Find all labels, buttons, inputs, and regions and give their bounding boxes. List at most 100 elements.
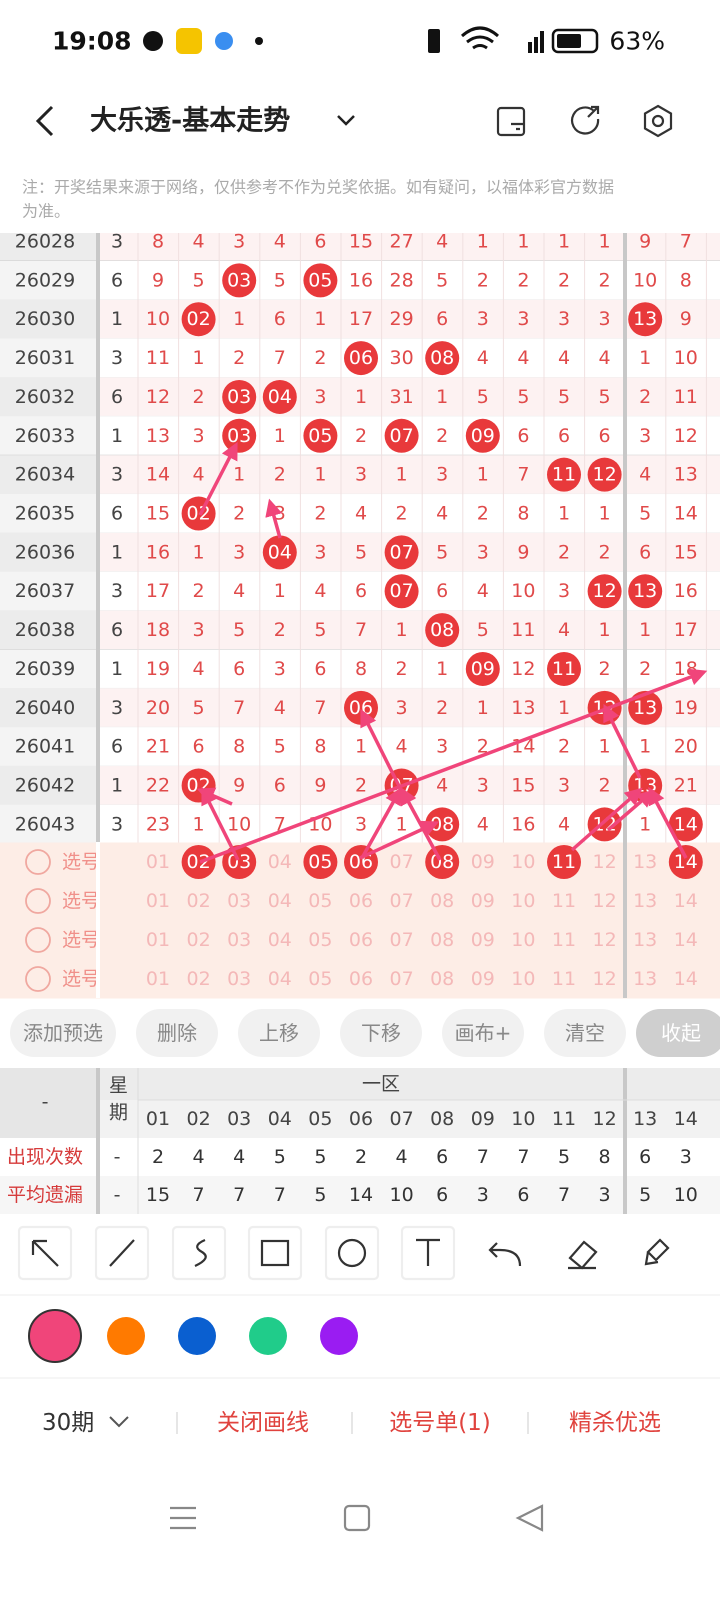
stats-value: 10 xyxy=(674,1184,698,1206)
button[interactable] xyxy=(442,1009,524,1057)
ball xyxy=(587,457,622,492)
stats-value: 6 xyxy=(436,1146,448,1168)
button[interactable] xyxy=(238,1009,320,1057)
stats-column: 12 xyxy=(593,1108,617,1130)
button[interactable] xyxy=(636,1009,720,1057)
select-radio[interactable] xyxy=(25,888,51,914)
ball xyxy=(547,651,581,686)
stats-label: 出现次数 xyxy=(7,1146,83,1168)
ball xyxy=(303,845,338,879)
miss-count: 5 xyxy=(314,619,326,641)
ball-number: 13 xyxy=(633,580,657,602)
miss-count: 6 xyxy=(274,775,286,797)
miss-count: 3 xyxy=(314,386,326,408)
period-dropdown[interactable] xyxy=(109,1416,129,1428)
button-label: 清空 xyxy=(565,1021,605,1045)
miss-count: 12 xyxy=(511,658,535,680)
button-label: 收起 xyxy=(661,1021,701,1045)
issue: 26036 xyxy=(15,541,75,563)
miss-count: 4 xyxy=(274,231,286,253)
select-radio[interactable] xyxy=(25,849,51,875)
row-bg xyxy=(0,455,97,495)
ball xyxy=(547,457,581,492)
miss-count: 4 xyxy=(599,347,611,369)
miss-count: 3 xyxy=(558,308,570,330)
row-bg xyxy=(0,727,97,767)
button[interactable] xyxy=(10,1009,116,1057)
stats-value: 5 xyxy=(314,1184,326,1206)
nav-bar[interactable] xyxy=(170,1504,544,1532)
miss-count: 5 xyxy=(274,736,286,758)
miss-count: 5 xyxy=(193,269,205,291)
notice-line: 为准。 xyxy=(22,202,70,221)
stats-column: 05 xyxy=(308,1108,332,1130)
select-radio[interactable] xyxy=(25,927,51,953)
stats-weekday: - xyxy=(114,1184,121,1206)
bottom-action[interactable]: 选号单(1) xyxy=(389,1410,491,1436)
miss-count: 1 xyxy=(599,231,611,253)
miss-count: 5 xyxy=(355,541,367,563)
stats-zone: 一区 xyxy=(362,1073,400,1095)
button[interactable] xyxy=(544,1009,626,1057)
option-number: 06 xyxy=(349,968,373,990)
bottom-action[interactable]: 精杀优选 xyxy=(569,1410,661,1436)
col-separator xyxy=(623,1068,627,1214)
drawing-tools[interactable] xyxy=(17,1225,670,1281)
back-button[interactable] xyxy=(35,105,54,137)
issue: 26037 xyxy=(15,580,75,602)
miss-count: 17 xyxy=(349,308,373,330)
action-buttons: 添加预选 删除 上移 下移 画布+ 清空 收起 xyxy=(10,1009,720,1057)
miss-count: 14 xyxy=(146,464,170,486)
ball-number: 05 xyxy=(308,425,332,447)
button[interactable] xyxy=(340,1009,422,1057)
miss-count: 13 xyxy=(511,697,535,719)
selection-label: 选号 xyxy=(62,851,100,873)
issue: 26028 xyxy=(15,231,75,253)
stats-value: 10 xyxy=(390,1184,414,1206)
miss-count: 17 xyxy=(146,580,170,602)
ball xyxy=(668,807,703,842)
ball xyxy=(222,379,257,414)
stats-column: 07 xyxy=(390,1108,414,1130)
title-dropdown[interactable] xyxy=(337,115,355,126)
option-number: 03 xyxy=(227,968,251,990)
option-number: 10 xyxy=(511,851,535,873)
miss-count: 2 xyxy=(639,386,651,408)
period-select[interactable]: 30期 xyxy=(42,1410,94,1436)
ball xyxy=(384,418,419,453)
button[interactable] xyxy=(136,1009,218,1057)
miss-count: 1 xyxy=(517,231,529,253)
selected-number: 11 xyxy=(552,851,576,873)
button-label: 上移 xyxy=(259,1021,299,1045)
ball-number: 14 xyxy=(674,813,698,835)
miss-count: 2 xyxy=(274,619,286,641)
option-number: 05 xyxy=(308,890,332,912)
miss-count: 3 xyxy=(436,736,448,758)
miss-count: 9 xyxy=(517,541,529,563)
miss-count: 13 xyxy=(146,425,170,447)
ball-number: 11 xyxy=(552,464,576,486)
select-radio[interactable] xyxy=(25,966,51,992)
ball-number: 13 xyxy=(633,697,657,719)
color-palette[interactable] xyxy=(28,1309,358,1363)
header-actions[interactable] xyxy=(496,104,673,138)
miss-count: 9 xyxy=(152,269,164,291)
miss-count: 2 xyxy=(396,658,408,680)
miss-count: 1 xyxy=(639,347,651,369)
selected-number: 08 xyxy=(430,851,454,873)
selection-bg xyxy=(0,959,720,999)
weekday: 3 xyxy=(111,813,123,835)
notice-line: 注：开奖结果来源于网络，仅供参考不作为兑奖依据。如有疑问，以福体彩官方数据 xyxy=(22,178,614,197)
miss-count: 1 xyxy=(396,813,408,835)
row-bg xyxy=(0,571,97,611)
weekday: 6 xyxy=(111,386,123,408)
page-title: 大乐透-基本走势 xyxy=(90,106,290,137)
bottom-action[interactable]: 关闭画线 xyxy=(217,1410,309,1436)
ball-number: 03 xyxy=(227,425,251,447)
ball-number: 13 xyxy=(633,308,657,330)
miss-count: 3 xyxy=(193,619,205,641)
miss-count: 2 xyxy=(477,503,489,525)
ball-number: 09 xyxy=(471,425,495,447)
miss-count: 4 xyxy=(193,464,205,486)
